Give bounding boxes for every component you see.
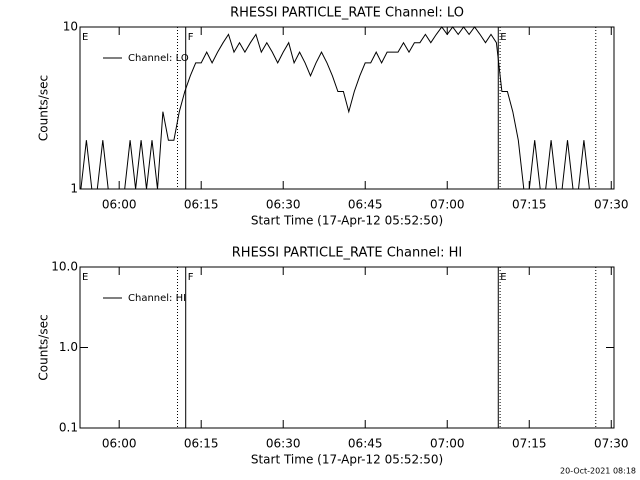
x-tick-label: 07:30 bbox=[594, 437, 629, 451]
chart-title: RHESSI PARTICLE_RATE Channel: HI bbox=[232, 246, 462, 261]
event-label: F bbox=[188, 272, 194, 283]
event-label: E bbox=[500, 32, 506, 43]
x-tick-label: 06:30 bbox=[266, 437, 301, 451]
y-tick-label: 1 bbox=[70, 182, 78, 196]
x-axis-label: Start Time (17-Apr-12 05:52:50) bbox=[251, 214, 443, 228]
chart-title: RHESSI PARTICLE_RATE Channel: LO bbox=[230, 6, 464, 21]
legend-label: Channel: HI bbox=[128, 293, 186, 304]
x-tick-label: 06:45 bbox=[348, 437, 383, 451]
x-tick-label: 06:15 bbox=[184, 437, 219, 451]
y-axis-label: Counts/sec bbox=[37, 314, 51, 380]
y-tick-label: 1.0 bbox=[59, 340, 78, 354]
y-tick-label: 10 bbox=[63, 20, 78, 34]
x-tick-label: 07:15 bbox=[512, 198, 547, 212]
x-tick-label: 07:15 bbox=[512, 437, 547, 451]
x-tick-label: 06:30 bbox=[266, 198, 301, 212]
event-label: F bbox=[188, 32, 194, 43]
x-tick-label: 06:00 bbox=[102, 198, 137, 212]
data-line bbox=[80, 26, 590, 190]
y-axis-label: Counts/sec bbox=[37, 75, 51, 141]
event-label: E bbox=[500, 272, 506, 283]
x-tick-label: 07:30 bbox=[594, 198, 629, 212]
event-label: E bbox=[82, 272, 88, 283]
x-axis-label: Start Time (17-Apr-12 05:52:50) bbox=[251, 453, 443, 467]
timestamp: 20-Oct-2021 08:18 bbox=[560, 467, 636, 476]
x-tick-label: 07:00 bbox=[430, 437, 465, 451]
event-label: E bbox=[82, 32, 88, 43]
y-tick-label: 0.1 bbox=[59, 421, 78, 435]
plot-frame bbox=[79, 26, 615, 190]
legend-label: Channel: LO bbox=[128, 53, 189, 64]
x-tick-label: 07:00 bbox=[430, 198, 465, 212]
x-tick-label: 06:15 bbox=[184, 198, 219, 212]
x-tick-label: 06:45 bbox=[348, 198, 383, 212]
x-tick-label: 06:00 bbox=[102, 437, 137, 451]
y-tick-label: 10.0 bbox=[51, 260, 78, 274]
